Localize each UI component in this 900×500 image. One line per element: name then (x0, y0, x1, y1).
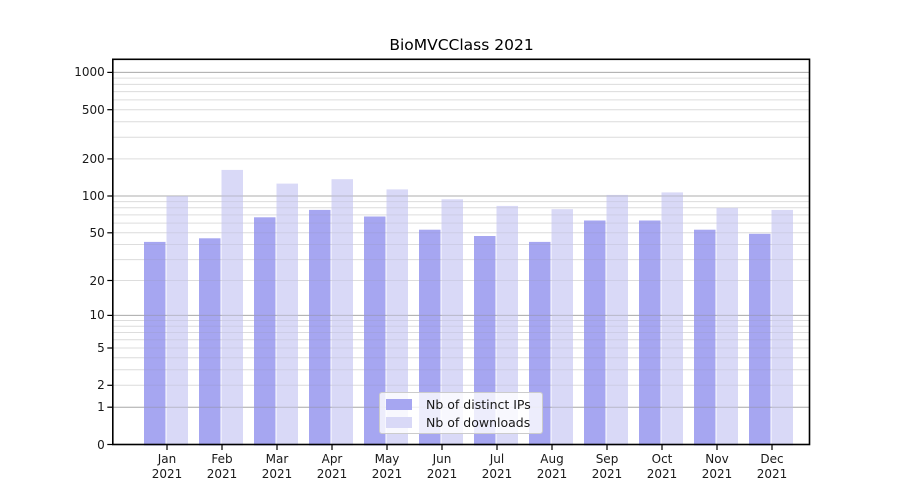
bar (694, 229, 716, 446)
x-tick-label: Jan 2021 (151, 452, 183, 481)
x-tick-label: Oct 2021 (646, 452, 678, 481)
x-tick-label: Apr 2021 (316, 452, 348, 481)
x-tick-label: Sep 2021 (591, 452, 623, 481)
bar (441, 199, 463, 446)
legend-item-distinct-ips: Nb of distinct IPs (386, 396, 542, 412)
bar (606, 194, 628, 446)
bar (166, 196, 188, 446)
bar (221, 169, 243, 446)
y-tick-label: 0 (97, 437, 105, 452)
x-tick-label: Nov 2021 (701, 452, 733, 481)
legend-swatch-downloads (386, 416, 412, 428)
y-tick-label: 2 (97, 378, 105, 393)
y-tick-label: 200 (81, 151, 105, 166)
bar (584, 220, 606, 446)
bar (199, 238, 221, 446)
x-tick-label: Aug 2021 (536, 452, 568, 481)
y-tick-label: 50 (89, 225, 105, 240)
bar (496, 205, 518, 446)
plot-border-rect (112, 58, 811, 446)
y-tick-label: 100 (81, 188, 105, 203)
chart-title: BioMVCClass 2021 (389, 36, 534, 54)
y-tick-label: 1000 (74, 65, 105, 80)
legend-item-downloads: Nb of downloads (386, 414, 542, 430)
y-tick-label: 20 (89, 273, 105, 288)
x-tick-label: Jul 2021 (481, 452, 513, 481)
bar (309, 209, 331, 446)
bar (386, 189, 408, 446)
y-tick-label: 500 (81, 102, 105, 117)
legend-swatch-distinct-ips (386, 398, 412, 410)
bar (254, 217, 276, 446)
bar (364, 216, 386, 446)
x-axis-ticks (166, 444, 773, 450)
bar (661, 192, 683, 446)
y-tick-label: 5 (97, 341, 105, 355)
bar (551, 209, 573, 446)
y-tick-label: 10 (89, 308, 105, 323)
bar (419, 229, 441, 446)
bar (276, 183, 298, 446)
x-tick-label: Mar 2021 (261, 452, 293, 481)
y-axis-ticks (107, 71, 113, 446)
bar (749, 233, 771, 446)
bar (716, 207, 738, 446)
x-tick-label: Feb 2021 (206, 452, 238, 481)
legend-label-downloads: Nb of downloads (426, 414, 531, 430)
plot-border (112, 58, 811, 446)
legend-label-distinct-ips: Nb of distinct IPs (426, 396, 531, 412)
bar (331, 179, 353, 446)
series-downloads-bars (166, 169, 793, 446)
x-tick-label: May 2021 (371, 452, 403, 481)
x-tick-label: Jun 2021 (426, 452, 458, 481)
bar (771, 209, 793, 446)
legend: Nb of distinct IPs Nb of downloads (379, 392, 543, 434)
y-tick-label: 1 (97, 400, 105, 415)
bar (639, 220, 661, 446)
x-tick-label: Dec 2021 (756, 452, 788, 481)
bar (144, 241, 166, 446)
